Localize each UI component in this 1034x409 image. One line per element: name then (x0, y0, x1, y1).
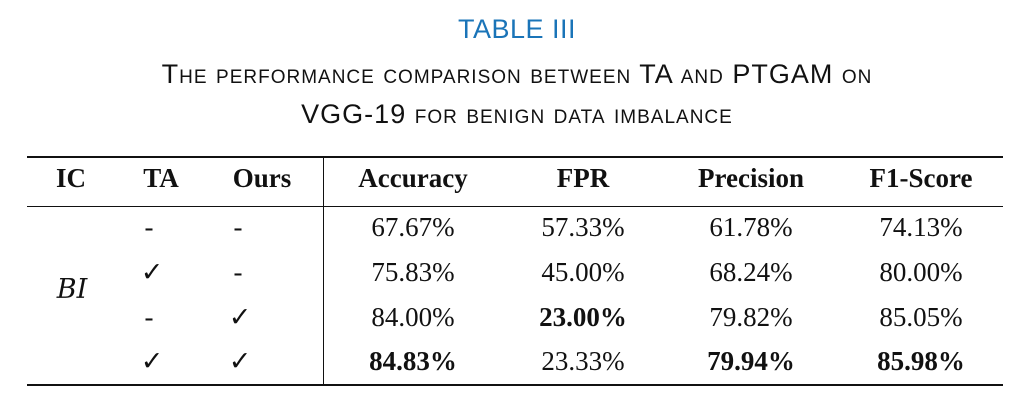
row-4-f1-score: 85.98% (877, 346, 965, 376)
row-1-accuracy: 67.67% (371, 212, 455, 242)
row-4-accuracy: 84.83% (369, 346, 457, 376)
group-label-bi: BI (56, 274, 88, 305)
row-1-f1-score: 74.13% (879, 212, 963, 242)
row-1-ours: - (233, 212, 243, 242)
header-ic: IC (55, 163, 87, 193)
row-3-ours: ✓ (228, 302, 252, 332)
table-caption-label: TABLE III (457, 14, 577, 44)
header-ours: Ours (232, 163, 292, 193)
header-ta: TA (143, 163, 179, 193)
header-fpr: FPR (556, 163, 610, 193)
row-3-ta: - (144, 302, 154, 332)
row-4-precision: 79.94% (707, 346, 795, 376)
row-2-accuracy: 75.83% (371, 257, 455, 287)
row-1-ta: - (144, 212, 154, 242)
header-precision: Precision (698, 163, 804, 193)
table-column-divider (323, 157, 324, 385)
row-3-accuracy: 84.00% (371, 302, 455, 332)
row-2-precision: 68.24% (709, 257, 793, 287)
row-2-ours: - (233, 257, 243, 287)
table-bottom-rule (27, 384, 1003, 386)
row-2-fpr: 45.00% (541, 257, 625, 287)
row-3-f1-score: 85.05% (879, 302, 963, 332)
header-accuracy: Accuracy (358, 163, 468, 193)
row-4-ours: ✓ (228, 346, 252, 376)
row-3-fpr: 23.00% (539, 302, 627, 332)
table-caption-title-line-1: The performance comparison between TA an… (161, 59, 873, 89)
row-1-fpr: 57.33% (541, 212, 625, 242)
row-1-precision: 61.78% (709, 212, 793, 242)
row-4-ta: ✓ (140, 346, 164, 376)
table-top-rule (27, 156, 1003, 158)
row-3-precision: 79.82% (709, 302, 793, 332)
row-2-ta: ✓ (140, 257, 164, 287)
row-4-fpr: 23.33% (541, 346, 625, 376)
header-f1-score: F1-Score (869, 163, 973, 193)
table-header-rule (27, 206, 1003, 207)
table-caption-title-line-2: VGG-19 for benign data imbalance (301, 99, 733, 129)
row-2-f1-score: 80.00% (879, 257, 963, 287)
